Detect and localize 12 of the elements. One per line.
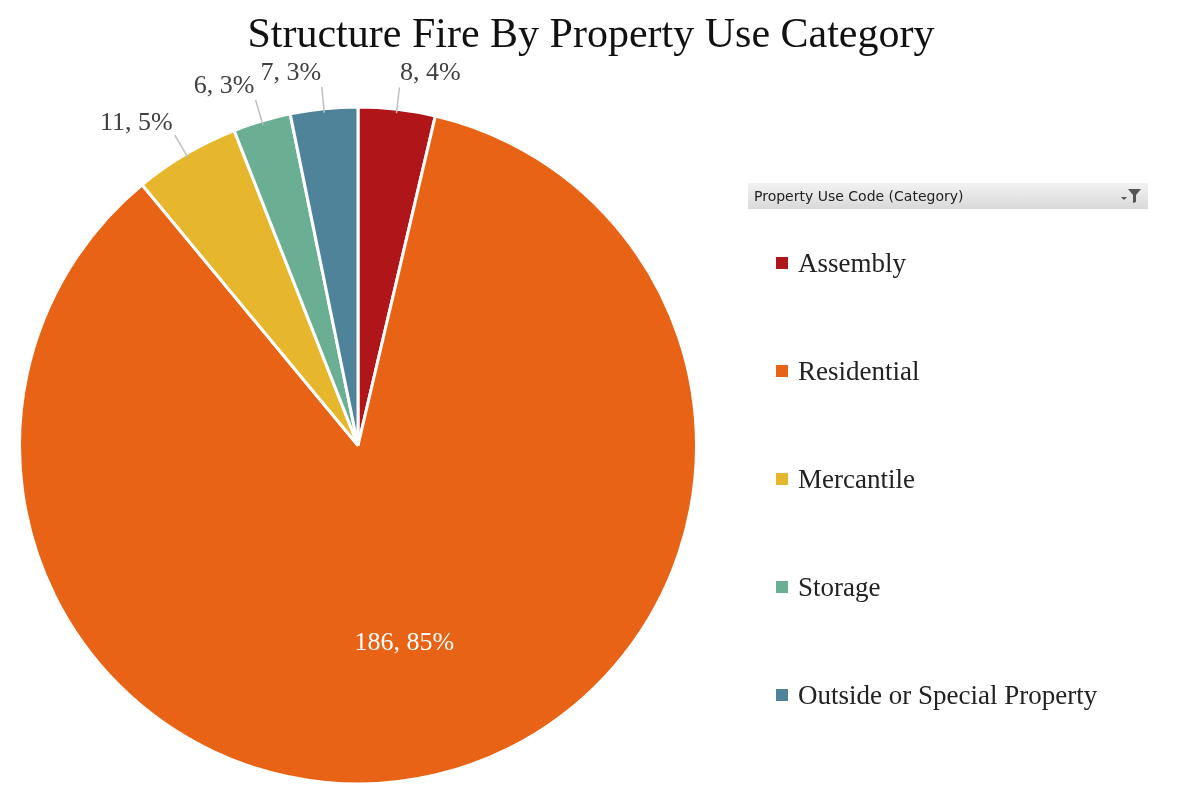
legend-title: Property Use Code (Category) — [754, 188, 964, 204]
chart-title: Structure Fire By Property Use Category — [246, 9, 936, 58]
legend-label: Mercantile — [798, 463, 915, 495]
legend-label: Storage — [798, 571, 881, 603]
data-label: 6, 3% — [193, 70, 255, 100]
data-label: 11, 5% — [100, 106, 173, 136]
data-label: 7, 3% — [260, 56, 322, 86]
data-label: 186, 85% — [354, 627, 455, 657]
legend-label: Residential — [798, 355, 920, 387]
data-label: 8, 4% — [399, 57, 461, 87]
legend-label: Outside or Special Property — [798, 679, 1098, 711]
legend-label: Assembly — [798, 247, 906, 279]
